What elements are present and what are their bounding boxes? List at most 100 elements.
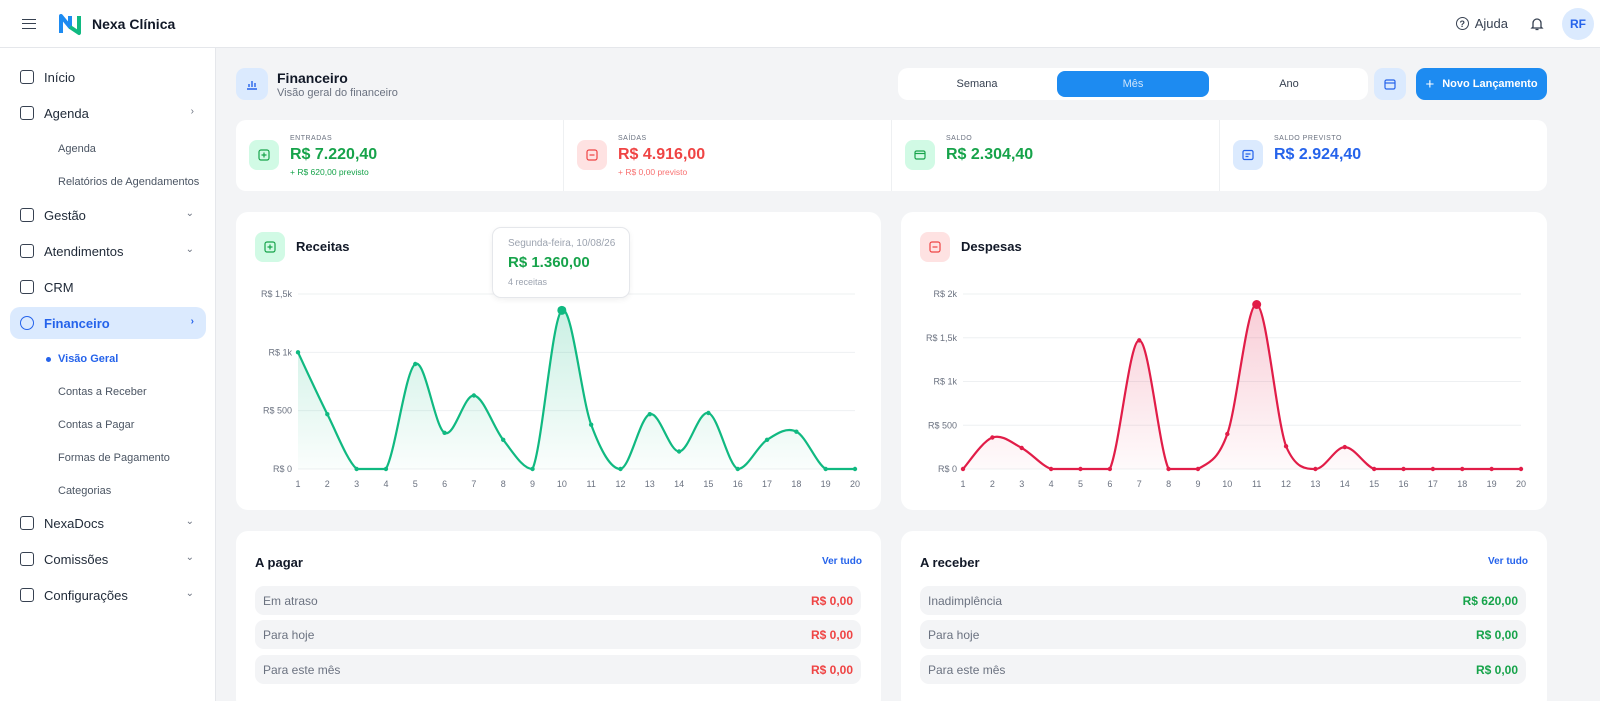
x-tick-label: 2	[990, 479, 995, 489]
sidebar-subitem-formas-pagamento[interactable]: Formas de Pagamento	[58, 452, 170, 464]
x-tick-label: 11	[1252, 479, 1261, 489]
period-selector: Semana Mês Ano	[898, 68, 1368, 100]
summary-value: R$ 4.916,00	[618, 146, 706, 163]
ver-tudo-link[interactable]: Ver tudo	[1487, 556, 1528, 567]
data-point	[1137, 338, 1142, 343]
calendar-icon	[20, 106, 34, 120]
y-tick-label: R$ 0	[938, 464, 957, 474]
row-value: R$ 0,00	[810, 593, 853, 608]
data-point	[676, 449, 682, 454]
summary-value: R$ 7.220,40	[290, 146, 378, 163]
new-entry-button[interactable]: + Novo Lançamento	[1416, 68, 1547, 100]
summary-label: SAÍDAS	[618, 135, 647, 142]
list-item[interactable]: Para hoje R$ 0,00	[255, 620, 861, 649]
sidebar-subitem-relatorios[interactable]: Relatórios de Agendamentos	[58, 176, 200, 188]
sidebar-item-comissoes[interactable]: Comissões ⌄	[10, 543, 206, 575]
help-button[interactable]: ? Ajuda	[1455, 16, 1508, 31]
plus-square-icon	[255, 232, 285, 262]
sidebar-item-atendimentos[interactable]: Atendimentos ⌄	[10, 235, 206, 267]
list-item[interactable]: Para este mês R$ 0,00	[255, 655, 861, 684]
a-pagar-title: A pagar	[255, 555, 303, 570]
summary-card-saldo: SALDO R$ 2.304,40	[892, 120, 1220, 191]
avatar[interactable]: RF	[1562, 7, 1594, 40]
list-item[interactable]: Para este mês R$ 0,00	[920, 655, 1526, 684]
sidebar-item-label: Início	[44, 69, 76, 85]
sidebar-item-financeiro[interactable]: Financeiro ›	[10, 307, 206, 339]
list-item[interactable]: Para hoje R$ 0,00	[920, 620, 1526, 649]
menu-icon[interactable]	[22, 18, 36, 29]
receitas-panel: Receitas R$ 0 R$ 500 R$ 1k R$ 1,5k 1 2 3 4 5 6 7 8 9…	[236, 212, 881, 510]
ver-tudo-link[interactable]: Ver tudo	[821, 556, 862, 567]
summary-card-entradas: ENTRADAS R$ 7.220,40 + R$ 620,00 previst…	[236, 120, 564, 191]
despesas-panel: Despesas R$ 0 R$ 500 R$ 1k R$ 1,5k R$ 2k 1 2 3 4…	[901, 212, 1547, 510]
main-content: Financeiro Visão geral do financeiro Sem…	[217, 48, 1600, 701]
x-tick-label: 6	[442, 479, 447, 489]
sidebar-subitem-categorias[interactable]: Categorias	[58, 485, 112, 497]
x-tick-label: 19	[821, 479, 831, 489]
list-item[interactable]: Em atraso R$ 0,00	[255, 586, 861, 615]
sidebar-subitem-agenda[interactable]: Agenda	[58, 143, 96, 155]
top-bar: Nexa Clínica ? Ajuda RF	[0, 0, 1600, 48]
sidebar-item-label: NexaDocs	[44, 515, 104, 531]
minus-square-icon	[920, 232, 950, 262]
sidebar-item-configuracoes[interactable]: Configurações ⌄	[10, 579, 206, 611]
new-entry-label: Novo Lançamento	[1442, 78, 1538, 90]
x-tick-label: 6	[1107, 479, 1112, 489]
data-point	[325, 411, 330, 417]
help-icon: ?	[1455, 17, 1469, 30]
x-tick-label: 4	[1049, 479, 1054, 489]
x-tick-label: 7	[471, 479, 476, 489]
data-point	[823, 466, 828, 472]
x-tick-label: 17	[762, 479, 772, 489]
sidebar-subitem-visao-geral[interactable]: Visão Geral	[45, 353, 119, 365]
users-icon	[20, 208, 34, 222]
list-item[interactable]: Inadimplência R$ 620,00	[920, 586, 1526, 615]
dollar-icon	[20, 316, 34, 330]
sidebar-item-agenda[interactable]: Agenda ›	[10, 97, 206, 129]
data-point	[960, 466, 966, 472]
row-label: Para hoje	[263, 627, 315, 642]
x-tick-label: 8	[1166, 479, 1171, 489]
x-tick-label: 16	[733, 479, 743, 489]
x-tick-label: 12	[615, 479, 625, 489]
page-title: Financeiro	[277, 70, 348, 86]
x-tick-label: 16	[1399, 479, 1409, 489]
data-point	[295, 350, 301, 355]
data-point	[794, 429, 799, 434]
kanban-icon	[20, 280, 34, 294]
calendar-button[interactable]	[1374, 68, 1406, 100]
row-label: Em atraso	[263, 593, 318, 608]
data-point	[1225, 431, 1230, 437]
tooltip-date: Segunda-feira, 10/08/26	[508, 238, 616, 249]
brand-name: Nexa Clínica	[92, 15, 176, 32]
x-tick-label: 8	[501, 479, 506, 489]
sidebar-item-label: Atendimentos	[44, 243, 124, 259]
sidebar-subitem-contas-pagar[interactable]: Contas a Pagar	[58, 419, 135, 431]
sidebar: Início Agenda › Agenda Relatórios de Age…	[0, 48, 216, 701]
data-point	[1371, 466, 1377, 472]
sidebar-item-inicio[interactable]: Início	[10, 61, 206, 93]
x-tick-label: 20	[850, 479, 860, 489]
sidebar-item-gestao[interactable]: Gestão ⌄	[10, 199, 206, 231]
tab-ano[interactable]: Ano	[1279, 78, 1299, 90]
tab-mes[interactable]: Mês	[1057, 71, 1209, 97]
sidebar-item-label: CRM	[44, 279, 74, 295]
bell-icon[interactable]	[1530, 17, 1544, 31]
home-icon	[20, 70, 34, 84]
summary-label: SALDO	[946, 135, 973, 142]
plus-square-icon	[249, 140, 279, 170]
sidebar-item-label: Financeiro	[44, 315, 110, 331]
y-tick-label: R$ 0	[273, 464, 292, 474]
tab-semana[interactable]: Semana	[956, 78, 998, 90]
row-label: Para este mês	[928, 662, 1006, 677]
sidebar-item-crm[interactable]: CRM	[10, 271, 206, 303]
sidebar-item-nexadocs[interactable]: NexaDocs ⌄	[10, 507, 206, 539]
summary-label: ENTRADAS	[290, 135, 333, 142]
gear-icon	[20, 588, 34, 602]
x-tick-label: 18	[791, 479, 801, 489]
sidebar-subitem-contas-receber[interactable]: Contas a Receber	[58, 386, 147, 398]
x-tick-label: 13	[1310, 479, 1320, 489]
y-tick-label: R$ 500	[928, 420, 957, 430]
